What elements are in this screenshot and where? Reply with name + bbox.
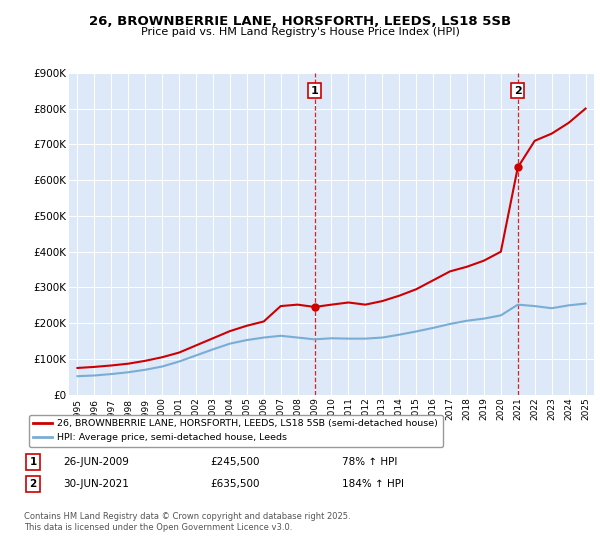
Text: Price paid vs. HM Land Registry's House Price Index (HPI): Price paid vs. HM Land Registry's House … <box>140 27 460 38</box>
Text: 184% ↑ HPI: 184% ↑ HPI <box>342 479 404 489</box>
Text: Contains HM Land Registry data © Crown copyright and database right 2025.
This d: Contains HM Land Registry data © Crown c… <box>24 511 350 533</box>
Text: 78% ↑ HPI: 78% ↑ HPI <box>342 457 397 467</box>
Text: £635,500: £635,500 <box>210 479 260 489</box>
Text: 2: 2 <box>29 479 37 489</box>
Text: 26, BROWNBERRIE LANE, HORSFORTH, LEEDS, LS18 5SB: 26, BROWNBERRIE LANE, HORSFORTH, LEEDS, … <box>89 15 511 28</box>
Text: £245,500: £245,500 <box>210 457 260 467</box>
Text: 26-JUN-2009: 26-JUN-2009 <box>63 457 129 467</box>
Text: 1: 1 <box>29 457 37 467</box>
Text: 30-JUN-2021: 30-JUN-2021 <box>63 479 129 489</box>
Text: 2: 2 <box>514 86 521 96</box>
Text: 1: 1 <box>311 86 319 96</box>
Legend: 26, BROWNBERRIE LANE, HORSFORTH, LEEDS, LS18 5SB (semi-detached house), HPI: Ave: 26, BROWNBERRIE LANE, HORSFORTH, LEEDS, … <box>29 414 443 447</box>
